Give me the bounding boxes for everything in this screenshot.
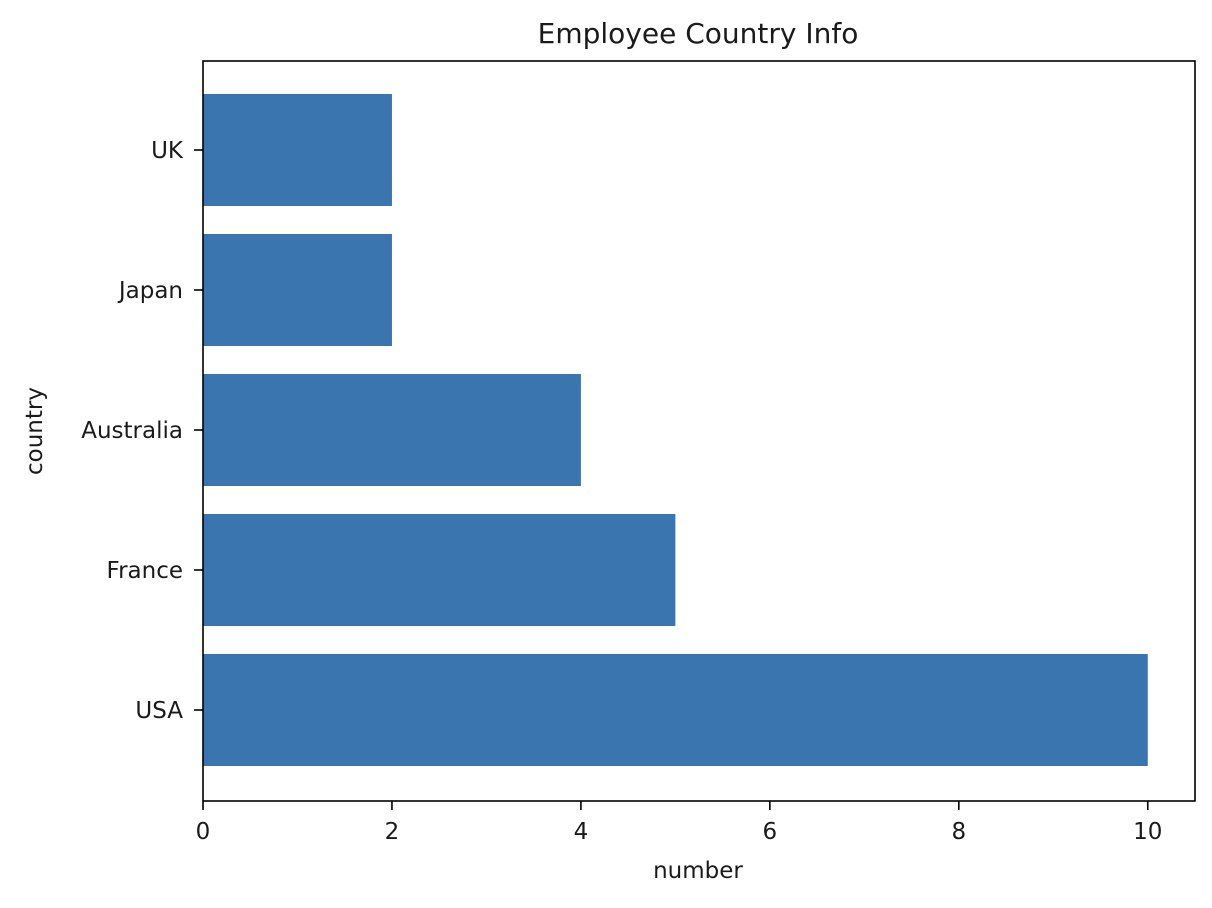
bar-australia [203,374,581,486]
x-tick-label: 6 [763,819,778,845]
bar-usa [203,654,1148,766]
chart-title: Employee Country Info [538,17,859,50]
y-tick-label: France [107,558,183,584]
x-axis-label: number [653,858,743,884]
plot-frame [202,60,1196,802]
x-tick-label: 8 [951,819,966,845]
x-tick-label: 2 [385,819,400,845]
y-tick-label: UK [151,138,184,164]
y-axis-label: country [22,387,48,475]
x-tick-label: 10 [1133,819,1162,845]
bar-uk [203,94,392,206]
y-tick-label: Australia [81,418,183,444]
bars-layer [203,94,1148,766]
bar-france [203,514,676,626]
x-tick-label: 0 [196,819,211,845]
y-tick-label: USA [135,698,183,724]
x-tick-label: 4 [574,819,589,845]
y-tick-label: Japan [117,278,183,304]
ticks-layer: USA France Australia Japan UK 0 2 4 6 8 10 [81,138,1162,845]
bar-japan [203,234,392,346]
